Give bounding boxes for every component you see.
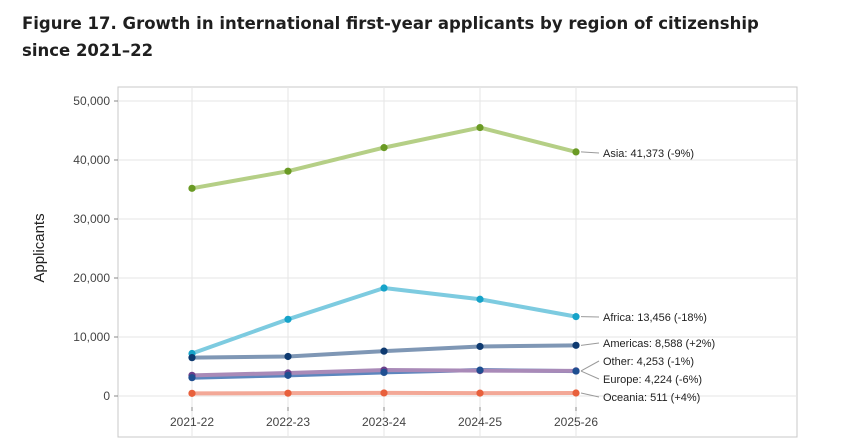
point-americas <box>380 347 388 355</box>
end-labels: Asia: 41,373 (-9%) Africa: 13,456 (-18%) A… <box>580 148 715 404</box>
point-oceania <box>572 389 580 397</box>
y-tick-label: 10,000 <box>73 330 110 344</box>
point-africa <box>572 313 580 321</box>
point-oceania <box>188 389 196 397</box>
label-connector-europe <box>580 370 600 380</box>
point-africa <box>476 295 484 303</box>
point-oceania <box>284 389 292 397</box>
y-tick-label: 30,000 <box>73 212 110 226</box>
x-tick-label: 2023-24 <box>362 415 406 429</box>
point-americas <box>572 341 580 349</box>
x-tick-label: 2021-22 <box>170 415 214 429</box>
end-label-africa: Africa: 13,456 (-18%) <box>603 312 707 324</box>
x-tick-label: 2022-23 <box>266 415 310 429</box>
label-connector-other <box>580 360 600 372</box>
x-axis-ticks: 2021-22 2022-23 2023-24 2024-25 2025-26 <box>170 407 598 429</box>
point-africa <box>284 315 292 323</box>
point-europe <box>284 371 292 379</box>
label-connector-americas <box>580 342 600 346</box>
label-connector-oceania <box>580 392 600 398</box>
point-africa <box>380 284 388 292</box>
point-americas <box>476 342 484 351</box>
end-label-europe: Europe: 4,224 (-6%) <box>603 374 702 386</box>
x-tick-label: 2024-25 <box>458 415 502 429</box>
label-connector-asia <box>580 151 600 154</box>
end-label-americas: Americas: 8,588 (+2%) <box>603 338 715 350</box>
y-axis-ticks: 0 10,000 20,000 30,000 40,000 50,000 <box>73 94 118 403</box>
point-europe <box>380 368 388 376</box>
point-oceania <box>476 389 484 397</box>
end-label-oceania: Oceania: 511 (+4%) <box>603 392 700 404</box>
y-tick-label: 50,000 <box>73 94 110 108</box>
point-asia <box>476 123 484 132</box>
point-oceania <box>380 389 388 397</box>
point-asia <box>380 144 388 152</box>
y-tick-label: 0 <box>103 389 110 403</box>
point-europe <box>572 367 580 375</box>
point-americas <box>284 352 292 361</box>
point-europe <box>476 366 484 374</box>
point-europe <box>188 374 196 382</box>
point-asia <box>572 148 580 156</box>
point-asia <box>188 184 196 192</box>
figure-title: Figure 17. Growth in international first… <box>22 14 759 60</box>
point-americas <box>188 354 196 362</box>
y-axis-label: Applicants <box>31 213 48 282</box>
x-tick-label: 2025-26 <box>554 415 598 429</box>
end-label-asia: Asia: 41,373 (-9%) <box>603 148 694 160</box>
series-markers <box>188 123 580 397</box>
y-tick-label: 20,000 <box>73 271 110 285</box>
y-tick-label: 40,000 <box>73 153 110 167</box>
end-label-other: Other: 4,253 (-1%) <box>603 356 694 368</box>
point-asia <box>284 167 292 175</box>
